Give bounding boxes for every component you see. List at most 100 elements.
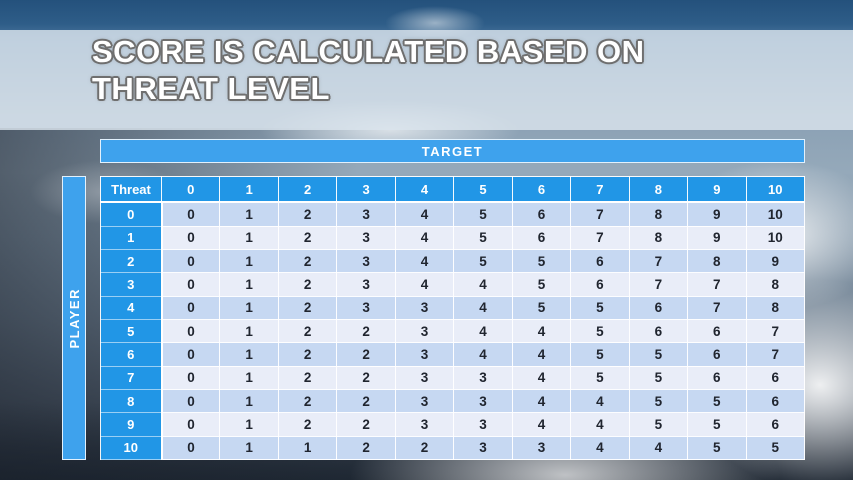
score-cell: 6 [628, 295, 689, 320]
score-cell: 3 [394, 365, 455, 390]
score-cell: 0 [160, 342, 221, 367]
score-cell: 0 [160, 388, 221, 414]
score-cell: 2 [277, 388, 338, 414]
target-col-header: 9 [687, 176, 747, 203]
title-line-2: THREAT LEVEL [92, 71, 330, 106]
score-cell: 3 [453, 412, 513, 437]
score-cell: 9 [687, 201, 747, 227]
score-cell: 10 [745, 225, 806, 250]
score-cell: 3 [511, 435, 572, 461]
score-cell: 0 [160, 248, 221, 274]
score-cell: 4 [394, 225, 455, 250]
score-cell: 6 [511, 225, 572, 250]
score-cell: 2 [336, 318, 396, 344]
table-row: 1 0 1 2 3 4 5 6 7 8 9 10 [100, 225, 806, 250]
score-cell: 6 [687, 342, 747, 367]
score-cell: 6 [687, 365, 747, 390]
score-cell: 6 [745, 388, 806, 414]
score-cell: 8 [628, 201, 689, 227]
target-col-header: 6 [511, 176, 572, 203]
score-cell: 3 [394, 318, 455, 344]
score-cell: 2 [277, 272, 338, 297]
target-col-header: 4 [394, 176, 455, 203]
player-row-header: 10 [100, 435, 163, 461]
matrix-body: 0 0 1 2 3 4 5 6 7 8 9 10 1 0 1 2 3 4 5 6 7 8 9 10 2 0 1 2 3 4 5 5 6 7 8 9 3 0… [100, 201, 806, 461]
player-row-header: 2 [100, 248, 163, 274]
score-cell: 7 [687, 272, 747, 297]
score-cell: 2 [336, 342, 396, 367]
score-cell: 5 [453, 225, 513, 250]
score-cell: 0 [160, 272, 221, 297]
score-cell: 3 [394, 342, 455, 367]
score-cell: 5 [511, 272, 572, 297]
corner-header-threat: Threat [100, 176, 162, 203]
player-row-header: 1 [100, 225, 163, 250]
title-line-1: SCORE IS CALCULATED BASED ON [92, 34, 645, 69]
player-row-header: 9 [100, 412, 163, 437]
score-cell: 8 [745, 295, 806, 320]
score-cell: 8 [745, 272, 806, 297]
score-cell: 9 [687, 225, 747, 250]
score-cell: 1 [219, 318, 279, 344]
score-cell: 5 [570, 318, 630, 344]
score-cell: 2 [277, 342, 338, 367]
score-cell: 3 [453, 365, 513, 390]
title-band: SCORE IS CALCULATED BASED ON THREAT LEVE… [0, 30, 853, 130]
target-col-header: 10 [745, 176, 806, 203]
score-cell: 2 [277, 295, 338, 320]
score-cell: 2 [277, 225, 338, 250]
score-cell: 3 [394, 295, 455, 320]
score-cell: 3 [394, 412, 455, 437]
score-cell: 3 [453, 388, 513, 414]
score-cell: 3 [453, 435, 513, 461]
score-cell: 4 [453, 295, 513, 320]
score-cell: 8 [687, 248, 747, 274]
score-cell: 3 [336, 225, 396, 250]
score-cell: 6 [745, 365, 806, 390]
score-cell: 4 [511, 318, 572, 344]
score-cell: 5 [453, 248, 513, 274]
score-cell: 1 [219, 365, 279, 390]
score-cell: 1 [219, 388, 279, 414]
score-cell: 8 [628, 225, 689, 250]
score-cell: 4 [453, 342, 513, 367]
score-cell: 7 [745, 342, 806, 367]
score-cell: 4 [453, 318, 513, 344]
score-cell: 4 [453, 272, 513, 297]
target-col-header: 2 [277, 176, 338, 203]
score-cell: 4 [511, 412, 572, 437]
score-cell: 3 [336, 295, 396, 320]
score-cell: 3 [394, 388, 455, 414]
score-cell: 1 [219, 295, 279, 320]
score-cell: 6 [570, 248, 630, 274]
score-cell: 6 [511, 201, 572, 227]
score-cell: 5 [570, 365, 630, 390]
score-cell: 5 [628, 412, 689, 437]
score-cell: 2 [336, 388, 396, 414]
score-cell: 6 [745, 412, 806, 437]
table-row: 10 0 1 1 2 2 3 3 4 4 5 5 [100, 435, 806, 461]
score-cell: 5 [628, 365, 689, 390]
target-col-header: 7 [570, 176, 630, 203]
table-row: 0 0 1 2 3 4 5 6 7 8 9 10 [100, 201, 806, 227]
score-cell: 9 [745, 248, 806, 274]
target-col-header: 5 [453, 176, 513, 203]
score-cell: 4 [394, 248, 455, 274]
score-cell: 2 [277, 365, 338, 390]
score-cell: 1 [219, 412, 279, 437]
score-cell: 4 [394, 201, 455, 227]
score-cell: 2 [394, 435, 455, 461]
score-cell: 1 [219, 225, 279, 250]
score-cell: 7 [628, 248, 689, 274]
score-cell: 6 [570, 272, 630, 297]
score-cell: 5 [570, 295, 630, 320]
player-row-header: 6 [100, 342, 163, 367]
